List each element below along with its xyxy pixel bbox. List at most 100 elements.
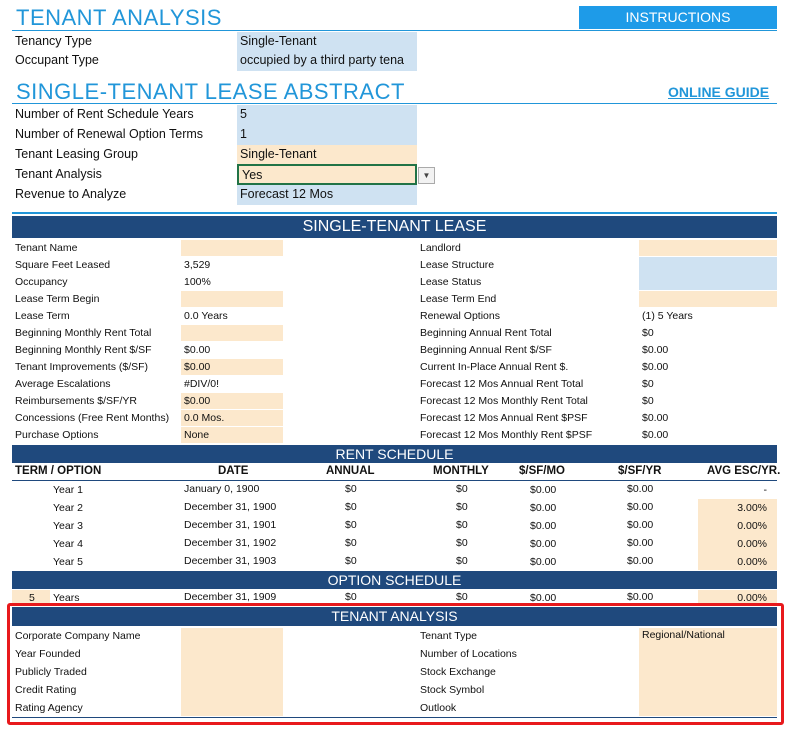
lease-value: #DIV/0! [184, 378, 220, 390]
lease-value: $0.00 [642, 361, 669, 373]
monthly-cell: $0 [456, 537, 468, 549]
tenant-improvements-cell[interactable] [181, 359, 283, 375]
escalation-cells[interactable] [698, 499, 777, 570]
lease-label: Beginning Monthly Rent $/SF [15, 344, 152, 356]
sfyr-cell: $0.00 [627, 555, 654, 567]
term-cell: Year 2 [53, 502, 83, 514]
lease-value: $0.00 [642, 344, 669, 356]
tenant-label: Tenant Type [420, 630, 478, 642]
rent-schedule-years-field[interactable]: 5 [237, 105, 417, 125]
lease-value: $0.00 [642, 429, 669, 441]
lease-divider [12, 212, 777, 214]
lease-label: Tenant Improvements ($/SF) [15, 361, 149, 373]
lease-term-begin-cell[interactable] [181, 291, 283, 307]
lease-label: Average Escalations [15, 378, 111, 390]
renewal-option-terms-field[interactable]: 1 [237, 125, 417, 145]
instructions-button[interactable]: INSTRUCTIONS [579, 6, 777, 29]
tenant-analysis-band: TENANT ANALYSIS [12, 607, 777, 626]
tenant-analysis-select[interactable]: Yes [237, 164, 417, 185]
highlight-box [7, 603, 784, 725]
tenancy-type-field[interactable]: Single-Tenant [237, 32, 417, 52]
column-header: $/SF/MO [519, 465, 566, 477]
tenant-label: Rating Agency [15, 702, 83, 714]
sfyr-cell: $0.00 [627, 519, 654, 531]
tenant-label: Credit Rating [15, 684, 77, 696]
tenant-leasing-group-field[interactable]: Single-Tenant [237, 145, 417, 165]
sfyr-cell: $0.00 [627, 501, 654, 513]
lease-value: $0 [642, 395, 654, 407]
lease-value: $0.00 [642, 412, 669, 424]
lease-label: Beginning Annual Rent Total [420, 327, 552, 339]
monthly-cell: $0 [456, 555, 468, 567]
reimbursements-cell[interactable] [181, 393, 283, 409]
esc-cell: 0.00% [737, 556, 767, 568]
option-esc-cell[interactable] [698, 590, 777, 604]
begin-monthly-rent-cell[interactable] [181, 325, 283, 341]
landlord-cell[interactable] [639, 240, 777, 256]
tenant-label: Number of Locations [420, 648, 517, 660]
abstract-label: Tenant Analysis [15, 167, 102, 181]
annual-cell: $0 [345, 537, 357, 549]
monthly-cell: $0 [456, 591, 468, 603]
lease-value: $0 [642, 378, 654, 390]
annual-cell: $0 [345, 501, 357, 513]
lease-value: 0.0 Mos. [184, 412, 225, 424]
tenant-label: Year Founded [15, 648, 81, 660]
annual-cell: $0 [345, 519, 357, 531]
sfmo-cell: $0.00 [530, 556, 557, 568]
esc-cell: 3.00% [737, 502, 767, 514]
abstract-label: Number of Renewal Option Terms [15, 127, 204, 141]
annual-cell: $0 [345, 555, 357, 567]
occupant-type-field[interactable]: occupied by a third party tena [237, 51, 417, 71]
monthly-cell: $0 [456, 501, 468, 513]
term-cell: Year 3 [53, 520, 83, 532]
tenant-label: Stock Symbol [420, 684, 485, 696]
monthly-cell: $0 [456, 483, 468, 495]
lease-band: SINGLE-TENANT LEASE [12, 216, 777, 238]
tenant-analysis-left-inputs[interactable] [181, 628, 283, 716]
occupant-type-label: Occupant Type [15, 53, 99, 67]
sfmo-cell: $0.00 [530, 502, 557, 514]
abstract-title: SINGLE-TENANT LEASE ABSTRACT [16, 79, 405, 104]
tenant-name-cell[interactable] [181, 240, 283, 256]
date-cell: January 0, 1900 [184, 483, 260, 495]
term-cell: Year 5 [53, 556, 83, 568]
concessions-cell[interactable] [181, 410, 283, 426]
lease-value: 0.0 Years [184, 310, 228, 322]
lease-label: Forecast 12 Mos Annual Rent Total [420, 378, 584, 390]
purchase-options-cell[interactable] [181, 427, 283, 443]
term-cell: Year 1 [53, 484, 83, 496]
lease-term-end-cell[interactable] [639, 291, 777, 307]
lease-label: Forecast 12 Mos Annual Rent $PSF [420, 412, 588, 424]
abstract-label: Tenant Leasing Group [15, 147, 139, 161]
abstract-label: Revenue to Analyze [15, 187, 127, 201]
sfmo-cell: $0.00 [530, 538, 557, 550]
tenant-label: Outlook [420, 702, 457, 714]
esc-cell: 0.00% [737, 592, 767, 604]
monthly-cell: $0 [456, 519, 468, 531]
online-guide-link[interactable]: ONLINE GUIDE [668, 84, 770, 100]
esc-cell: - [763, 484, 768, 496]
tenant-analysis-right-inputs[interactable] [639, 628, 777, 716]
option-count-cell[interactable] [12, 590, 50, 604]
lease-structure-status-cell[interactable] [639, 257, 777, 290]
lease-label: Square Feet Leased [15, 259, 111, 271]
date-cell: December 31, 1909 [184, 591, 277, 603]
tenant-analysis-rule [12, 717, 777, 718]
lease-label: Current In-Place Annual Rent $. [420, 361, 569, 373]
annual-cell: $0 [345, 591, 357, 603]
lease-label: Landlord [420, 242, 461, 254]
lease-label: Lease Term [15, 310, 70, 322]
lease-value: None [184, 429, 210, 441]
chevron-down-icon[interactable]: ▼ [418, 167, 435, 184]
header-rule [12, 480, 777, 481]
lease-value: 3,529 [184, 259, 211, 271]
lease-label: Reimbursements $/SF/YR [15, 395, 137, 407]
revenue-to-analyze-field[interactable]: Forecast 12 Mos [237, 185, 417, 205]
lease-label: Beginning Monthly Rent Total [15, 327, 152, 339]
column-header: ANNUAL [326, 465, 375, 477]
page-title: TENANT ANALYSIS [16, 5, 222, 30]
esc-cell: 0.00% [737, 538, 767, 550]
lease-label: Concessions (Free Rent Months) [15, 412, 170, 424]
lease-label: Beginning Annual Rent $/SF [420, 344, 552, 356]
